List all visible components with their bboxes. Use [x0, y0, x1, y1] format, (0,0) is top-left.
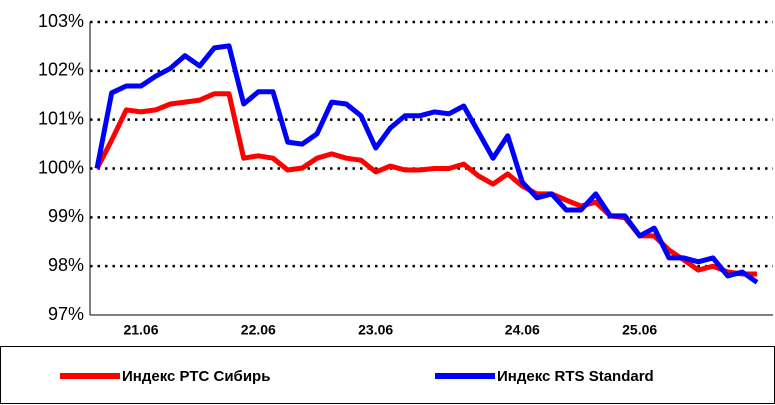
series-line [94, 91, 757, 277]
y-tick-label: 98% [48, 255, 84, 275]
y-tick-label: 102% [38, 60, 84, 80]
x-tick-label: 21.06 [123, 322, 158, 338]
series-line [94, 43, 759, 285]
y-tick-label: 101% [38, 108, 84, 128]
legend-box [0, 346, 775, 404]
x-tick-label: 23.06 [358, 322, 393, 338]
x-tick-label: 25.06 [622, 322, 657, 338]
y-tick-label: 100% [38, 157, 84, 177]
y-tick-label: 97% [48, 304, 84, 324]
legend-label: Индекс RTS Standard [497, 368, 654, 385]
legend-label: Индекс РТС Сибирь [122, 368, 270, 385]
y-tick-label: 103% [38, 11, 84, 31]
y-tick-label: 99% [48, 206, 84, 226]
x-tick-label: 22.06 [241, 322, 276, 338]
x-tick-label: 24.06 [505, 322, 540, 338]
